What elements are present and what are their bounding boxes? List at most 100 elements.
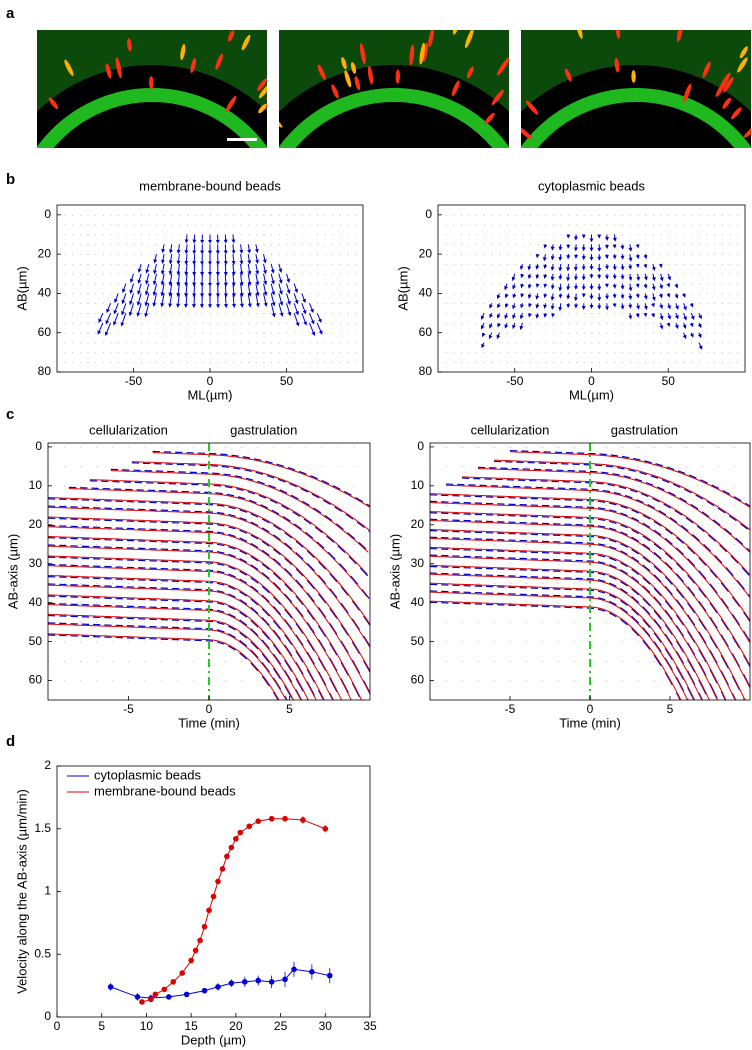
y-tick-label: 20 — [419, 246, 433, 260]
grid-dot — [340, 284, 341, 285]
data-point — [282, 977, 288, 983]
data-point — [215, 984, 221, 990]
vector-dash — [215, 493, 222, 494]
grid-dot — [574, 486, 575, 487]
grid-dot — [722, 303, 723, 304]
grid-dot — [225, 681, 226, 682]
grid-dot — [492, 225, 493, 226]
grid-dot — [499, 284, 500, 285]
data-point — [153, 992, 159, 998]
grid-dot — [271, 343, 272, 344]
grid-dot — [225, 343, 226, 344]
grid-dot — [340, 343, 341, 344]
grid-dot — [193, 661, 194, 662]
grid-dot — [553, 234, 554, 235]
vector-arrow — [653, 264, 655, 270]
grid-dot — [112, 505, 113, 506]
vector-arrow — [122, 293, 125, 303]
grid-dot — [348, 254, 349, 255]
grid-dot — [111, 362, 112, 363]
grid-dot — [126, 333, 127, 334]
grid-dot — [257, 544, 258, 545]
grid-dot — [707, 234, 708, 235]
y-tick-label: 0 — [35, 439, 42, 453]
grid-dot — [722, 333, 723, 334]
x-tick-label: 15 — [184, 1019, 198, 1033]
grid-dot — [257, 466, 258, 467]
grid-dot — [156, 333, 157, 334]
grid-dot — [599, 323, 600, 324]
grid-dot — [645, 343, 646, 344]
grid-dot — [686, 466, 687, 467]
vector-dash — [273, 573, 280, 580]
vector-dash — [318, 594, 325, 603]
x-tick-label: -5 — [505, 702, 516, 716]
grid-dot — [348, 264, 349, 265]
grid-dot — [462, 681, 463, 682]
grid-dot — [302, 225, 303, 226]
bead — [280, 165, 296, 175]
grid-dot — [156, 313, 157, 314]
vector-dash — [330, 748, 337, 766]
vector-arrow — [506, 293, 507, 297]
vector-arrow — [653, 274, 655, 280]
vector-arrow — [194, 234, 195, 242]
grid-dot — [499, 343, 500, 344]
vector-dash — [688, 615, 695, 626]
vector-arrow — [630, 303, 631, 308]
grid-dot — [202, 313, 203, 314]
grid-dot — [80, 583, 81, 584]
grid-dot — [129, 661, 130, 662]
grid-dot — [145, 466, 146, 467]
grid-dot — [702, 486, 703, 487]
x-tick-label: -5 — [123, 702, 134, 716]
grid-dot — [193, 564, 194, 565]
data-point — [309, 969, 315, 975]
vector-arrow — [131, 274, 134, 282]
grid-dot — [195, 303, 196, 304]
grid-dot — [348, 215, 349, 216]
grid-dot — [453, 284, 454, 285]
vector-dash — [665, 529, 672, 534]
vector-dash — [654, 633, 661, 643]
vector-dash — [307, 729, 314, 745]
grid-dot — [225, 215, 226, 216]
grid-dot — [676, 225, 677, 226]
grid-dot — [615, 352, 616, 353]
data-point — [184, 992, 190, 998]
vector-arrow — [248, 254, 249, 263]
grid-dot — [599, 313, 600, 314]
grid-dot — [653, 215, 654, 216]
grid-dot — [630, 234, 631, 235]
grid-dot — [141, 254, 142, 255]
vector-arrow — [552, 284, 553, 289]
grid-dot — [606, 447, 607, 448]
grid-dot — [88, 313, 89, 314]
grid-dot — [737, 264, 738, 265]
grid-dot — [574, 505, 575, 506]
vector-arrow — [186, 234, 187, 242]
y-tick-label: 20 — [411, 517, 425, 531]
grid-dot — [64, 661, 65, 662]
vector-arrow — [552, 274, 553, 280]
grid-dot — [599, 333, 600, 334]
grid-dot — [72, 254, 73, 255]
vector-arrow — [691, 333, 693, 337]
grid-dot — [645, 215, 646, 216]
grid-dot — [156, 244, 157, 245]
vector-dash — [721, 764, 728, 783]
grid-dot — [653, 333, 654, 334]
vector-arrow — [630, 313, 631, 318]
vector-dash — [318, 754, 325, 772]
vector-dash — [262, 654, 269, 663]
vector-dash — [352, 683, 359, 697]
grid-dot — [161, 603, 162, 604]
grid-dot — [499, 264, 500, 265]
grid-dot — [355, 313, 356, 314]
grid-dot — [287, 244, 288, 245]
vector-arrow — [481, 313, 484, 319]
vector-arrow — [699, 323, 701, 327]
bead — [488, 180, 502, 188]
grid-dot — [64, 681, 65, 682]
grid-dot — [134, 225, 135, 226]
